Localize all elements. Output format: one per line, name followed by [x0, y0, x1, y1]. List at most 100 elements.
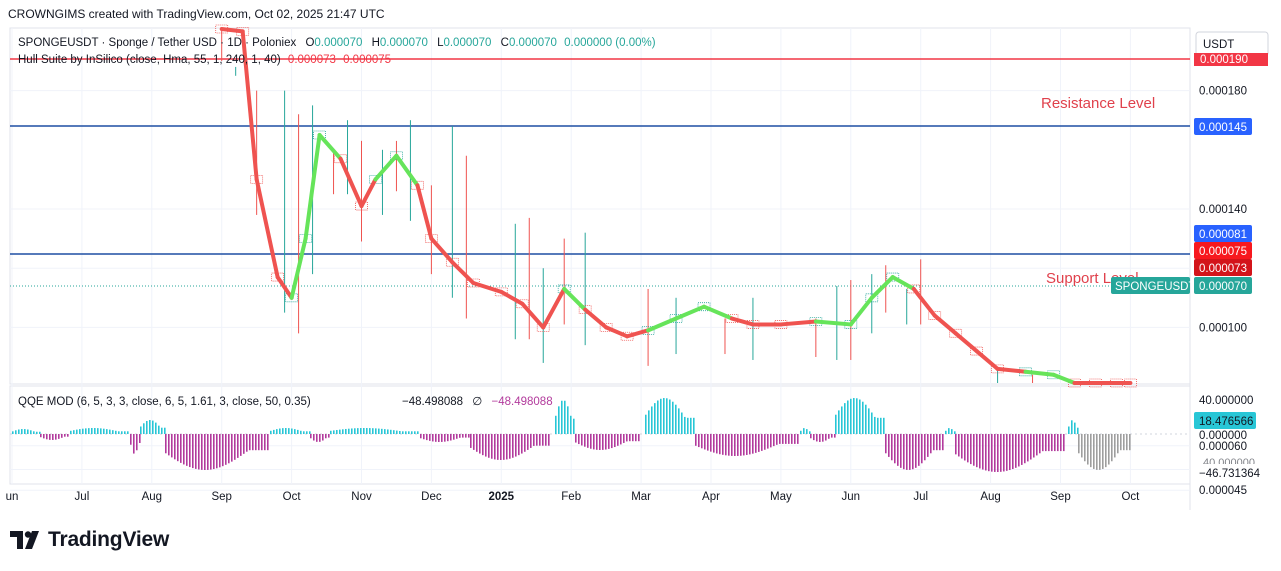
hull-segment	[254, 177, 280, 280]
time-tick: Dec	[421, 491, 442, 503]
qqe-bar	[213, 434, 215, 470]
qqe-bar	[462, 434, 464, 438]
time-axis: un Jul Aug Sep Oct Nov Dec 2025 Feb Mar Apr May Jun J…	[6, 491, 1141, 503]
qqe-bar	[417, 431, 419, 434]
qqe-bar	[716, 434, 718, 454]
hull-segment	[338, 156, 364, 209]
qqe-bar	[313, 434, 315, 441]
qqe-bar	[581, 434, 583, 446]
tradingview-logo[interactable]: TradingView	[10, 528, 169, 552]
qqe-bar	[470, 434, 472, 448]
qqe-bar	[970, 434, 972, 465]
qqe-bar	[438, 434, 440, 442]
qqe-bar	[152, 420, 154, 434]
qqe-bar	[877, 417, 879, 434]
qqe-bar	[210, 434, 212, 470]
qqe-bar	[378, 428, 380, 434]
qqe-bar	[632, 434, 634, 442]
time-tick: Aug	[142, 491, 162, 503]
legend: SPONGEUSDT · Sponge / Tether USD · 1D · …	[18, 37, 656, 66]
qqe-bar	[405, 431, 407, 434]
qqe-bar	[675, 404, 677, 434]
qqe-bar	[1096, 434, 1098, 470]
qqe-bar	[695, 434, 697, 446]
qqe-bar	[871, 412, 873, 434]
svg-text:0.000075: 0.000075	[1199, 246, 1247, 258]
qqe-bar	[303, 431, 305, 434]
qqe-bar	[939, 434, 941, 451]
qqe-bar	[755, 434, 757, 453]
qqe-bar	[91, 428, 93, 434]
qqe-bar	[473, 434, 475, 450]
qqe-bar	[174, 434, 176, 460]
qqe-bar	[707, 434, 709, 451]
qqe-bar	[198, 434, 200, 470]
time-tick: Sep	[1050, 491, 1070, 503]
hull-segment	[953, 331, 979, 354]
qqe-bar	[731, 434, 733, 456]
qqe-bar	[432, 434, 434, 442]
qqe-bar	[165, 434, 167, 454]
qqe-bar	[530, 434, 532, 448]
candles	[215, 24, 1137, 388]
tradingview-logo-text: TradingView	[48, 528, 170, 551]
tradingview-logo-icon	[10, 531, 39, 549]
qqe-bar	[384, 429, 386, 434]
candle-body	[907, 284, 921, 294]
qqe-bar	[536, 434, 538, 446]
qqe-bar	[1012, 434, 1014, 470]
hull-segment	[604, 325, 630, 339]
time-tick: Oct	[283, 491, 302, 503]
qqe-bar	[584, 434, 586, 447]
qqe-histogram	[12, 398, 1131, 472]
qqe-bar	[177, 434, 179, 462]
qqe-bar	[788, 434, 790, 444]
candle-body	[697, 302, 711, 312]
qqe-bar	[79, 429, 81, 434]
qqe-bar	[1117, 434, 1119, 454]
qqe-bar	[713, 434, 715, 453]
tag-hull-dn	[1194, 259, 1252, 276]
qqe-bar	[687, 417, 689, 434]
qqe-bar	[1060, 434, 1062, 452]
qqe-bar	[611, 434, 613, 449]
qqe-bar	[865, 404, 867, 434]
qqe-bar	[816, 434, 818, 442]
qqe-bar	[515, 434, 517, 457]
qqe-bar	[740, 434, 742, 456]
time-tick: Sep	[211, 491, 231, 503]
qqe-bar	[666, 398, 668, 434]
qqe-bar	[402, 431, 404, 434]
qqe-bar	[994, 434, 996, 472]
qqe-bar	[924, 434, 926, 461]
qqe-bar	[948, 428, 950, 434]
qqe-bar	[853, 398, 855, 434]
qqe-bar	[548, 434, 550, 446]
qqe-bar	[180, 434, 182, 463]
qqe-bar	[903, 434, 905, 470]
qqe-bar	[521, 434, 523, 454]
qqe-bar	[527, 434, 529, 450]
qqe-bar	[973, 434, 975, 466]
qqe-bar	[396, 430, 398, 434]
qqe-bar	[325, 434, 327, 439]
qqe-bar	[345, 428, 347, 434]
qqe-bar	[85, 428, 87, 434]
qqe-bar	[228, 434, 230, 464]
qqe-bar	[596, 434, 598, 450]
qqe-bar	[40, 434, 42, 438]
qqe-bar	[567, 406, 569, 434]
qqe-bar	[276, 429, 278, 434]
qqe-bar	[570, 415, 572, 434]
qqe-bar	[282, 428, 284, 434]
qqe-bar	[258, 434, 260, 451]
qqe-bar	[243, 434, 245, 454]
hull-segment	[932, 313, 958, 336]
hull-segment	[373, 153, 399, 182]
qqe-bar	[561, 400, 563, 434]
qqe-bar	[657, 400, 659, 434]
qqe-bar	[1099, 434, 1101, 470]
qqe-bar	[542, 434, 544, 446]
price-tags: 0.000190 0.000145 0.000081 0.000075 0.00…	[1111, 53, 1268, 294]
